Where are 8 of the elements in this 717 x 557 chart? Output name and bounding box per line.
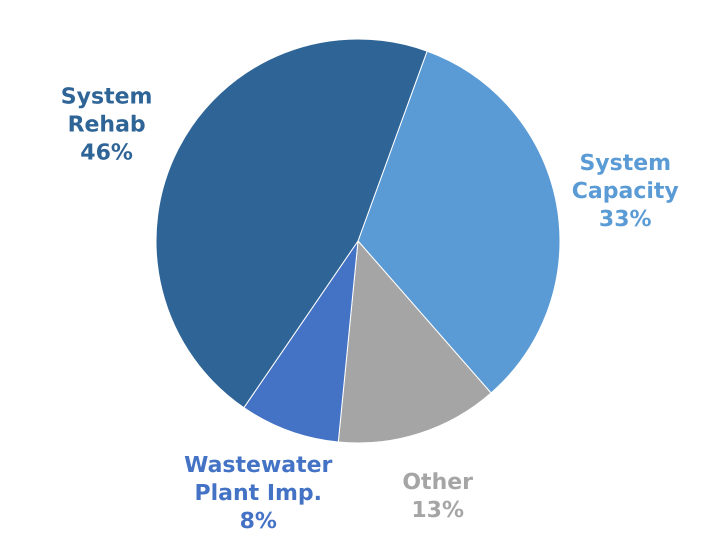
slice-label: Wastewater Plant Imp. [184,452,333,506]
slice-label: System Rehab [60,84,152,138]
data-label: 8% [240,508,277,534]
data-label: 46% [80,140,133,166]
slice-label: Other [402,470,474,495]
data-label: 33% [598,206,652,232]
data-label: 13% [411,498,464,523]
slice-label: System Capacity [572,150,679,204]
